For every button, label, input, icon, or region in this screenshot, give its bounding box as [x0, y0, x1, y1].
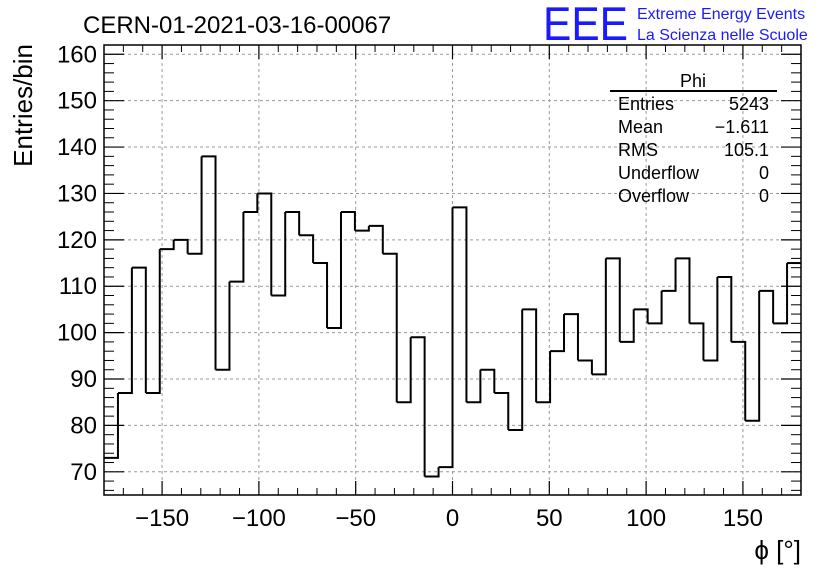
eee-logo-line2: La Scienza nelle Scuole — [637, 27, 808, 44]
y-tick-label: 120 — [57, 227, 97, 254]
eee-logo-text: EEE — [543, 0, 628, 50]
x-tick-label: 150 — [723, 505, 763, 532]
histogram-bin — [229, 212, 245, 283]
histogram-bin — [368, 224, 384, 254]
histogram-bin — [299, 234, 315, 264]
histogram-bin — [215, 281, 231, 371]
histogram-bin — [257, 192, 273, 296]
histogram-bin — [661, 258, 677, 292]
y-axis-label: Entries/bin — [8, 44, 38, 167]
y-tick-label: 130 — [57, 180, 97, 207]
histogram-bin — [508, 309, 524, 432]
histogram-bin — [424, 467, 440, 478]
stats-row-label: Mean — [618, 117, 663, 137]
histogram-bin — [131, 266, 147, 393]
x-tick-label: 100 — [626, 505, 666, 532]
histogram-bin — [313, 262, 329, 328]
y-tick-label: 150 — [57, 88, 97, 115]
histogram-bin — [773, 263, 789, 325]
histogram-bin — [452, 206, 468, 403]
histogram-bin — [745, 290, 761, 422]
histogram-bin — [410, 336, 426, 477]
histogram-bin — [271, 212, 287, 297]
y-tick-label: 110 — [59, 273, 97, 300]
stats-row-value: −1.611 — [715, 117, 769, 137]
stats-row-value: 0 — [759, 163, 769, 183]
histogram-bin — [759, 289, 775, 324]
stats-box-rows: Entries 5243 Mean −1.611 RMS 105.1 Underflow 0 O… — [618, 94, 769, 206]
histogram-bin — [438, 207, 454, 469]
histogram-bin — [675, 257, 691, 324]
chart-title: CERN-01-2021-03-16-00067 — [83, 12, 391, 39]
histogram-bin — [703, 276, 719, 362]
histogram-bin — [466, 369, 482, 404]
stats-row-value: 0 — [759, 186, 769, 206]
y-tick-label: 70 — [70, 459, 97, 486]
histogram-bin — [522, 308, 538, 403]
stats-box: Phi Entries 5243 Mean −1.611 RMS 105.1 Underfl… — [610, 71, 777, 206]
histogram-bin — [327, 212, 342, 329]
x-tick-label: −150 — [135, 505, 189, 532]
x-tick-label: 0 — [446, 505, 459, 532]
x-tick-label: −100 — [232, 505, 286, 532]
stats-row-label: RMS — [618, 140, 658, 160]
axis-ticks — [103, 44, 802, 495]
x-tick-label: −50 — [335, 505, 376, 532]
y-tick-label: 100 — [57, 320, 97, 347]
y-tick-label: 160 — [57, 41, 97, 68]
y-tick-label: 80 — [70, 412, 97, 439]
histogram-bin — [633, 308, 649, 324]
x-tick-label: 50 — [536, 505, 563, 532]
histogram-bin — [396, 337, 412, 404]
stats-row-label: Entries — [618, 94, 674, 114]
y-tick-label: 140 — [57, 134, 97, 161]
histogram-bin — [564, 313, 579, 361]
histogram-bin — [117, 267, 133, 394]
x-axis-label: ϕ [°] — [754, 535, 801, 565]
histogram-bin — [731, 340, 747, 421]
histogram-bin — [340, 211, 356, 231]
histogram-bin — [285, 211, 301, 236]
stats-row-label: Underflow — [618, 163, 700, 183]
histogram-bin — [689, 322, 705, 361]
histogram-bin — [717, 275, 733, 342]
x-tick-labels: −150 −100 −50 0 50 100 150 — [135, 505, 763, 532]
histogram-bin — [145, 249, 161, 394]
eee-logo-line1: Extreme Energy Events — [637, 6, 805, 23]
histogram-bin — [494, 391, 510, 431]
histogram-bin — [480, 368, 496, 393]
histogram-bin — [550, 314, 566, 353]
histogram-bin — [577, 359, 593, 375]
histogram-bin — [159, 239, 175, 251]
histogram-bin — [536, 351, 552, 404]
histogram-bin — [243, 193, 259, 214]
histogram-bin — [201, 155, 217, 370]
histogram-bin — [647, 290, 663, 325]
stats-row-value: 105.1 — [724, 140, 769, 160]
histogram-bin — [354, 225, 370, 232]
y-tick-labels: 70 80 90 100 110 120 130 140 150 160 — [57, 41, 97, 486]
histogram-bin — [104, 392, 119, 459]
histogram-bin — [173, 238, 189, 254]
y-tick-label: 90 — [70, 366, 97, 393]
histogram-bin — [591, 258, 607, 376]
histogram-bars — [104, 155, 801, 478]
histogram-bin — [187, 156, 203, 255]
eee-logo: EEE Extreme Energy Events La Scienza nel… — [543, 0, 808, 50]
histogram-bin — [605, 257, 621, 342]
stats-row-label: Overflow — [618, 186, 690, 206]
stats-row-value: 5243 — [729, 94, 769, 114]
stats-box-title: Phi — [680, 71, 706, 91]
histogram-bin — [382, 252, 398, 403]
histogram-bin — [619, 309, 635, 343]
